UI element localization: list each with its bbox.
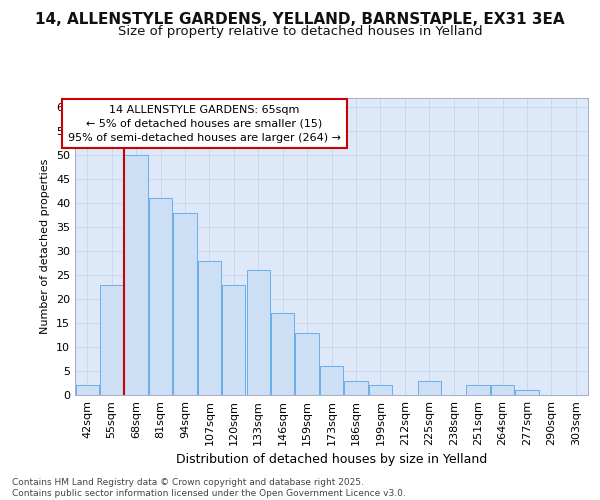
Bar — [369, 386, 392, 395]
Bar — [100, 284, 123, 395]
Bar — [173, 212, 197, 395]
Bar — [515, 390, 539, 395]
Text: 14, ALLENSTYLE GARDENS, YELLAND, BARNSTAPLE, EX31 3EA: 14, ALLENSTYLE GARDENS, YELLAND, BARNSTA… — [35, 12, 565, 28]
Bar — [271, 314, 294, 395]
Bar — [491, 386, 514, 395]
Y-axis label: Number of detached properties: Number of detached properties — [40, 158, 50, 334]
Bar — [76, 386, 99, 395]
Text: Contains HM Land Registry data © Crown copyright and database right 2025.
Contai: Contains HM Land Registry data © Crown c… — [12, 478, 406, 498]
Bar — [295, 332, 319, 395]
Bar — [466, 386, 490, 395]
X-axis label: Distribution of detached houses by size in Yelland: Distribution of detached houses by size … — [176, 454, 487, 466]
Bar — [344, 380, 368, 395]
Bar — [222, 284, 245, 395]
Text: Size of property relative to detached houses in Yelland: Size of property relative to detached ho… — [118, 25, 482, 38]
Bar — [149, 198, 172, 395]
Bar — [198, 260, 221, 395]
Text: 14 ALLENSTYLE GARDENS: 65sqm
← 5% of detached houses are smaller (15)
95% of sem: 14 ALLENSTYLE GARDENS: 65sqm ← 5% of det… — [68, 104, 341, 142]
Bar — [320, 366, 343, 395]
Bar — [418, 380, 441, 395]
Bar — [124, 155, 148, 395]
Bar — [247, 270, 270, 395]
